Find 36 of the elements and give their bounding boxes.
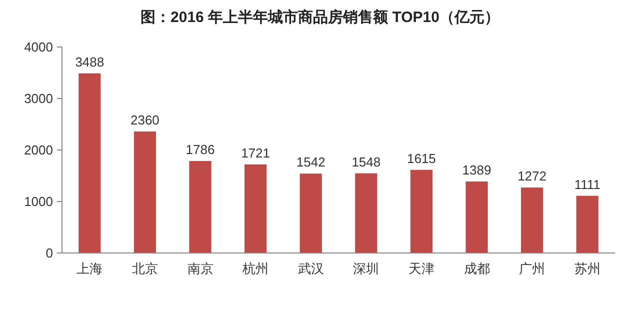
bar bbox=[300, 174, 322, 253]
data-label: 1272 bbox=[518, 168, 547, 184]
x-tick-label: 深圳 bbox=[353, 261, 380, 276]
x-tick-label: 成都 bbox=[464, 261, 490, 276]
bar bbox=[576, 196, 598, 253]
y-tick-label: 1000 bbox=[24, 194, 53, 210]
x-tick-label: 广州 bbox=[519, 261, 546, 276]
data-label: 2360 bbox=[130, 112, 160, 128]
x-tick-label: 北京 bbox=[132, 261, 158, 276]
data-label: 1111 bbox=[574, 176, 600, 192]
y-tick-label: 4000 bbox=[24, 40, 53, 55]
bar bbox=[189, 161, 212, 253]
chart-title: 图：2016 年上半年城市商品房销售额 TOP10（亿元） bbox=[140, 8, 500, 26]
data-label: 3488 bbox=[75, 54, 104, 70]
data-label: 1721 bbox=[241, 145, 270, 160]
x-tick-label: 上海 bbox=[76, 261, 103, 276]
bar bbox=[466, 181, 488, 253]
x-tick-label: 武汉 bbox=[298, 261, 324, 276]
x-tick-label: 天津 bbox=[408, 261, 434, 276]
data-label: 1389 bbox=[462, 162, 492, 178]
bar bbox=[244, 164, 267, 253]
data-label: 1786 bbox=[186, 142, 215, 158]
data-label: 1548 bbox=[352, 154, 381, 170]
bar bbox=[520, 187, 544, 253]
data-label: 1542 bbox=[296, 154, 326, 170]
y-tick-label: 0 bbox=[46, 246, 53, 261]
bar bbox=[410, 170, 433, 253]
y-tick-label: 3000 bbox=[24, 91, 53, 106]
data-label: 1615 bbox=[406, 150, 436, 166]
x-tick-label: 南京 bbox=[187, 261, 214, 276]
bar bbox=[355, 173, 378, 253]
x-tick-label: 苏州 bbox=[574, 261, 600, 276]
y-tick-label: 2000 bbox=[24, 142, 53, 158]
bar bbox=[134, 131, 156, 253]
x-tick-label: 杭州 bbox=[242, 261, 269, 276]
bar bbox=[78, 73, 101, 253]
